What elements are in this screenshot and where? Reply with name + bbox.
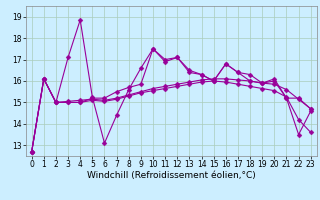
X-axis label: Windchill (Refroidissement éolien,°C): Windchill (Refroidissement éolien,°C) <box>87 171 256 180</box>
